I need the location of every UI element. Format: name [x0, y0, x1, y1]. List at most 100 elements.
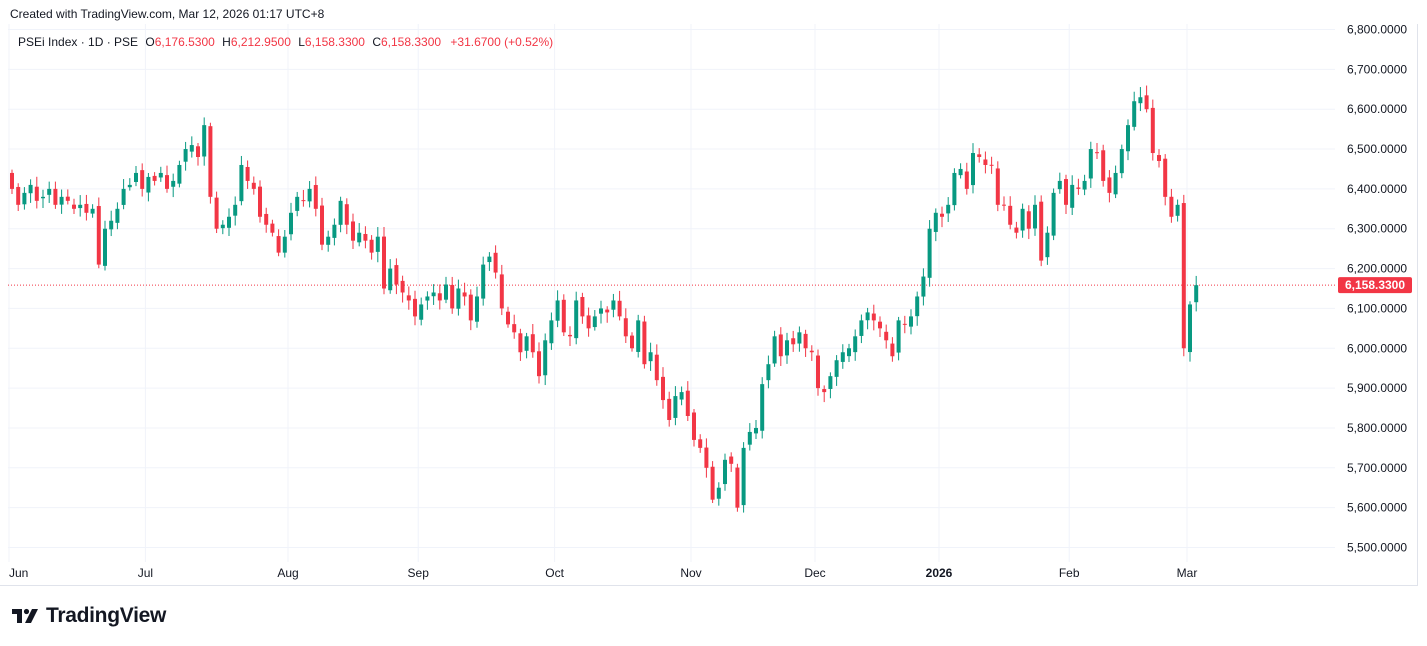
- candle-body[interactable]: [766, 364, 771, 381]
- candle-body[interactable]: [617, 300, 622, 317]
- candle-body[interactable]: [65, 196, 70, 201]
- candle-body[interactable]: [10, 172, 14, 189]
- candle-body[interactable]: [1020, 208, 1025, 231]
- candle-body[interactable]: [871, 313, 876, 321]
- candle-body[interactable]: [357, 232, 362, 243]
- candle-body[interactable]: [214, 197, 219, 229]
- candle-body[interactable]: [778, 334, 783, 357]
- candle-body[interactable]: [158, 172, 163, 178]
- candle-body[interactable]: [853, 336, 858, 353]
- candle-body[interactable]: [295, 196, 300, 211]
- candle-body[interactable]: [1082, 180, 1087, 190]
- candle-body[interactable]: [865, 312, 870, 321]
- candle-body[interactable]: [282, 236, 287, 253]
- candle-body[interactable]: [580, 296, 585, 317]
- candle-body[interactable]: [270, 223, 275, 233]
- candle-body[interactable]: [233, 204, 238, 216]
- candle-body[interactable]: [22, 192, 27, 205]
- candle-body[interactable]: [1157, 155, 1161, 161]
- candle-body[interactable]: [890, 343, 895, 357]
- candle-body[interactable]: [797, 332, 802, 344]
- candle-body[interactable]: [729, 456, 734, 464]
- candle-body[interactable]: [549, 320, 554, 344]
- candle-body[interactable]: [1188, 304, 1192, 353]
- candle-body[interactable]: [518, 333, 523, 353]
- candle-body[interactable]: [326, 236, 331, 245]
- candle-body[interactable]: [741, 447, 746, 506]
- candle-body[interactable]: [623, 318, 628, 337]
- candle-body[interactable]: [605, 309, 610, 313]
- candle-body[interactable]: [90, 208, 95, 214]
- candle-body[interactable]: [933, 212, 938, 232]
- candle-body[interactable]: [611, 300, 616, 310]
- candle-body[interactable]: [394, 265, 399, 285]
- candle-body[interactable]: [673, 396, 678, 418]
- candle-body[interactable]: [1039, 201, 1044, 261]
- candle-body[interactable]: [245, 166, 250, 181]
- candle-body[interactable]: [772, 336, 777, 364]
- candle-body[interactable]: [785, 340, 789, 356]
- candle-body[interactable]: [444, 284, 448, 300]
- candle-body[interactable]: [1175, 204, 1180, 216]
- candle-body[interactable]: [419, 304, 424, 320]
- candle-body[interactable]: [760, 384, 765, 431]
- candle-body[interactable]: [921, 276, 926, 297]
- candle-body[interactable]: [332, 224, 337, 238]
- candle-body[interactable]: [1026, 211, 1031, 229]
- candle-body[interactable]: [276, 236, 281, 253]
- candle-body[interactable]: [977, 154, 982, 158]
- candle-body[interactable]: [127, 184, 132, 188]
- candle-body[interactable]: [289, 212, 293, 235]
- candle-body[interactable]: [487, 256, 492, 263]
- candle-body[interactable]: [59, 196, 64, 205]
- candle-body[interactable]: [251, 182, 256, 189]
- candle-body[interactable]: [437, 293, 442, 301]
- candle-body[interactable]: [84, 203, 89, 213]
- candle-body[interactable]: [1144, 95, 1149, 110]
- candle-body[interactable]: [667, 398, 672, 420]
- candle-body[interactable]: [177, 164, 182, 184]
- candle-body[interactable]: [1132, 101, 1137, 127]
- candle-body[interactable]: [258, 186, 262, 217]
- candle-body[interactable]: [115, 208, 120, 223]
- candle-body[interactable]: [475, 296, 479, 322]
- candle-body[interactable]: [506, 311, 510, 325]
- candle-body[interactable]: [592, 316, 597, 328]
- candle-body[interactable]: [995, 168, 1000, 205]
- candle-body[interactable]: [989, 164, 994, 166]
- candle-body[interactable]: [468, 294, 473, 321]
- candle-body[interactable]: [72, 204, 76, 209]
- candle-body[interactable]: [1150, 107, 1155, 154]
- candle-body[interactable]: [902, 323, 907, 325]
- candle-body[interactable]: [134, 172, 138, 182]
- candle-body[interactable]: [47, 188, 52, 195]
- candle-body[interactable]: [152, 175, 157, 181]
- candle-body[interactable]: [828, 376, 833, 389]
- candle-body[interactable]: [239, 164, 244, 202]
- candle-body[interactable]: [1014, 227, 1019, 233]
- candle-body[interactable]: [735, 467, 740, 508]
- candle-body[interactable]: [692, 412, 696, 440]
- candle-body[interactable]: [723, 459, 727, 485]
- candle-body[interactable]: [1163, 158, 1168, 197]
- candle-body[interactable]: [971, 153, 975, 186]
- candle-body[interactable]: [1070, 184, 1075, 208]
- candle-body[interactable]: [1113, 172, 1118, 195]
- candle-body[interactable]: [1119, 149, 1124, 174]
- candle-body[interactable]: [400, 280, 405, 293]
- candle-body[interactable]: [661, 376, 665, 401]
- candle-body[interactable]: [1064, 179, 1068, 205]
- candle-body[interactable]: [940, 213, 944, 217]
- candle-body[interactable]: [450, 284, 455, 309]
- candle-body[interactable]: [196, 146, 200, 158]
- candle-body[interactable]: [1126, 125, 1130, 152]
- candle-body[interactable]: [537, 351, 541, 377]
- candle-body[interactable]: [109, 220, 114, 230]
- tradingview-logo[interactable]: TradingView: [10, 604, 166, 628]
- candle-body[interactable]: [561, 299, 566, 333]
- candle-body[interactable]: [1033, 204, 1037, 229]
- candle-body[interactable]: [493, 252, 498, 273]
- candle-body[interactable]: [716, 487, 721, 499]
- candle-body[interactable]: [1194, 285, 1199, 303]
